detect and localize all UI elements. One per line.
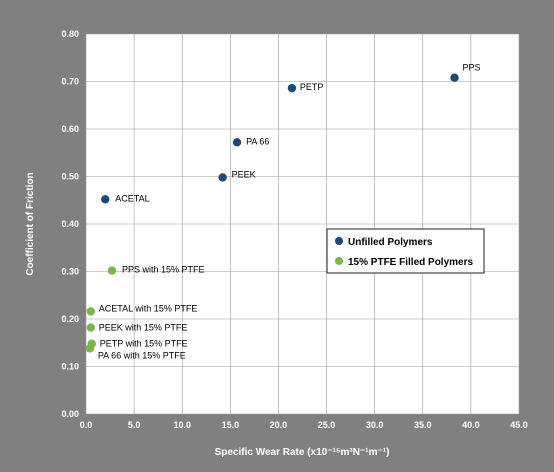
y-tick-label: 0.50 <box>61 172 79 182</box>
point-label: PA 66 with 15% PTFE <box>98 350 186 360</box>
gridlines <box>85 33 520 415</box>
x-tick-label: 40.0 <box>462 420 480 430</box>
data-point <box>218 173 227 182</box>
x-tick-label: 35.0 <box>414 420 432 430</box>
x-tick-label: 20.0 <box>270 420 288 430</box>
data-point <box>85 344 95 353</box>
point-label: ACETAL with 15% PTFE <box>99 303 198 313</box>
data-point <box>450 73 459 82</box>
x-tick-label: 0.0 <box>80 420 93 430</box>
y-tick-label: 0.00 <box>61 409 79 419</box>
data-point <box>232 138 242 147</box>
point-label: PETP <box>300 82 324 92</box>
x-axis-title: Specific Wear Rate (x10⁻¹⁵m³N⁻¹m⁻¹) <box>215 447 390 458</box>
y-tick-label: 0.30 <box>61 267 79 277</box>
legend-label-filled: 15% PTFE Filled Polymers <box>348 257 473 268</box>
data-point <box>86 307 96 316</box>
x-tick-label: 30.0 <box>366 420 384 430</box>
data-points: PPS PETP PA 66 PEEK ACETAL PPS with 15% PTFE A… <box>85 63 481 360</box>
y-axis-title: Coefficient of Friction <box>25 172 36 275</box>
data-point <box>86 323 96 332</box>
legend: Unfilled Polymers 15% PTFE Filled Polyme… <box>326 228 485 274</box>
point-label: PA 66 <box>246 136 269 146</box>
y-tick-label: 0.20 <box>61 314 79 324</box>
data-point <box>287 83 297 93</box>
point-label: ACETAL <box>115 193 149 203</box>
x-tick-label: 25.0 <box>318 420 336 430</box>
y-tick-label: 0.70 <box>61 77 79 87</box>
x-axis-ticks: 0.0 5.0 10.0 15.0 20.0 25.0 30.0 35.0 40.0 45.0 <box>80 420 528 430</box>
data-point <box>107 266 117 275</box>
point-label: PEEK <box>232 169 256 179</box>
point-label: PPS with 15% PTFE <box>122 265 205 275</box>
y-tick-label: 0.10 <box>61 362 79 372</box>
x-tick-label: 15.0 <box>222 420 240 430</box>
x-tick-label: 10.0 <box>173 420 191 430</box>
legend-marker-filled <box>335 257 343 265</box>
legend-label-unfilled: Unfilled Polymers <box>348 237 433 248</box>
y-axis-ticks: 0.00 0.10 0.20 0.30 0.40 0.50 0.60 0.70 0.80 <box>61 29 79 419</box>
legend-marker-unfilled <box>335 237 343 245</box>
point-label: PEEK with 15% PTFE <box>99 323 188 333</box>
x-tick-label: 45.0 <box>510 420 528 430</box>
legend-box <box>326 228 485 274</box>
point-label: PPS <box>463 63 481 73</box>
data-point <box>101 195 110 204</box>
x-tick-label: 5.0 <box>128 420 141 430</box>
y-tick-label: 0.60 <box>61 124 79 134</box>
point-label: PETP with 15% PTFE <box>100 339 188 349</box>
y-tick-label: 0.40 <box>61 219 79 229</box>
y-tick-label: 0.80 <box>61 29 79 39</box>
